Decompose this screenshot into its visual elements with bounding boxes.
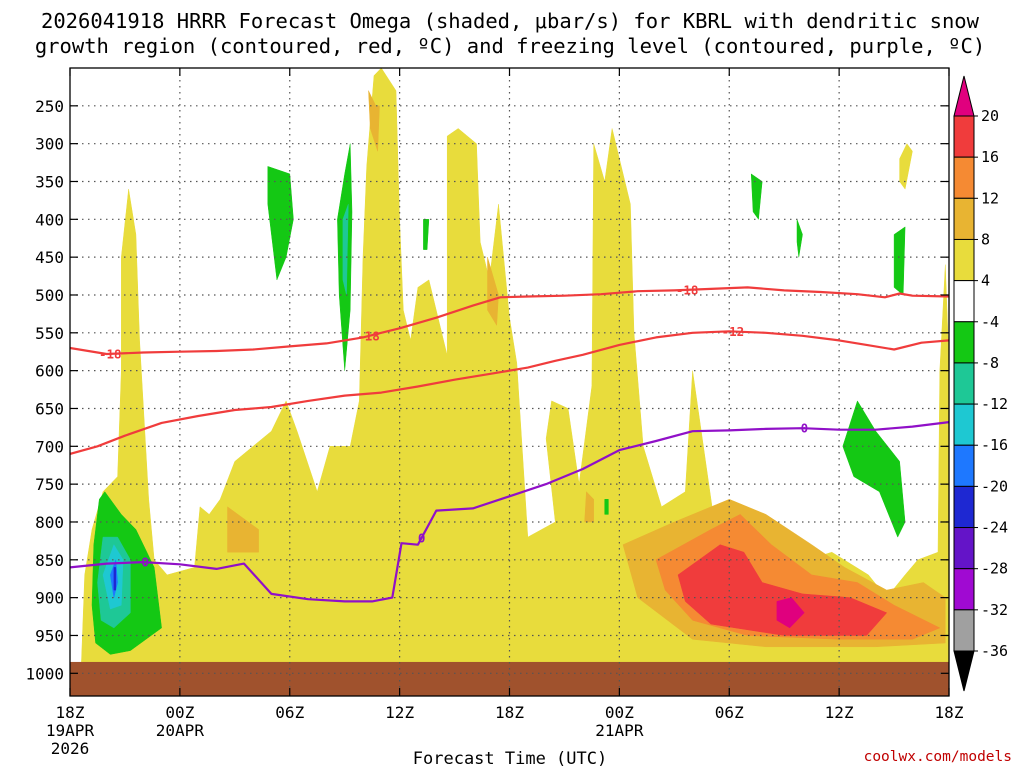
- colorbar-swatch: [953, 115, 975, 158]
- x-tick-label: 06Z: [715, 703, 744, 722]
- colorbar-swatch: [953, 321, 975, 364]
- colorbar-tick-label: -36: [981, 642, 1008, 660]
- omega-region-8: [227, 506, 259, 553]
- x-tick-label: 12Z: [825, 703, 854, 722]
- colorbar-swatch: [953, 238, 975, 282]
- x-tick-label: 00Z: [605, 703, 634, 722]
- contour-line-neg12: [70, 330, 949, 455]
- contour-label: -18: [357, 328, 380, 343]
- contour-label: -18: [99, 346, 122, 361]
- y-tick-label: 950: [35, 626, 64, 645]
- colorbar-tick-label: -16: [981, 436, 1008, 454]
- colorbar-tick-label: -28: [981, 560, 1008, 578]
- x-tick-label: 12Z: [385, 703, 414, 722]
- contour-label: 0: [141, 555, 149, 570]
- colorbar-tick-label: -4: [981, 313, 999, 331]
- y-tick-label: 650: [35, 399, 64, 418]
- colorbar-swatch: [953, 485, 975, 529]
- x-tick-label: 00Z: [165, 703, 194, 722]
- colorbar-swatch: [953, 403, 975, 446]
- y-tick-label: 600: [35, 362, 64, 381]
- y-tick-label: 300: [35, 135, 64, 154]
- contour-line-neg18: [70, 286, 949, 356]
- omega-region-neg4: [750, 173, 763, 220]
- contour-line-0: [70, 421, 949, 603]
- y-tick-label: 1000: [25, 664, 64, 683]
- y-axis-ticks: 250 300 350 400 450 500 550 600 650 700 750 800 850 9…: [25, 97, 949, 683]
- colorbar-swatch: [953, 362, 975, 405]
- y-tick-label: 750: [35, 475, 64, 494]
- colorbar-tick-label: 8: [981, 230, 990, 248]
- colorbar-tick-label: -24: [981, 519, 1008, 537]
- y-tick-label: 350: [35, 172, 64, 191]
- omega-region-neg4: [796, 219, 803, 258]
- omega-region-neg4: [842, 400, 906, 538]
- colorbar-bottom-arrow: [953, 650, 975, 692]
- contour-lines: [70, 286, 949, 603]
- y-tick-label: 400: [35, 210, 64, 229]
- chart-title-line-2: growth region (contoured, red, ºC) and f…: [35, 34, 985, 58]
- colorbar-swatch: [953, 156, 975, 199]
- x-axis-label: Forecast Time (UTC): [413, 749, 607, 768]
- omega-region-neg20: [113, 567, 117, 591]
- colorbar-top-arrow: [953, 75, 975, 117]
- grid-lines: [70, 68, 949, 696]
- colorbar-swatch: [953, 280, 975, 323]
- colorbar-swatch: [953, 609, 975, 652]
- colorbar-tick-label: -12: [981, 395, 1008, 413]
- y-tick-label: 700: [35, 437, 64, 456]
- y-tick-label: 500: [35, 286, 64, 305]
- colorbar-tick-label: 4: [981, 272, 990, 290]
- colorbar-swatch: [953, 444, 975, 487]
- y-tick-label: 550: [35, 324, 64, 343]
- x-tick-label: 21APR: [595, 721, 644, 740]
- omega-region-16: [677, 544, 887, 636]
- y-tick-label: 900: [35, 589, 64, 608]
- omega-region-8: [584, 491, 594, 523]
- omega-region-neg4: [604, 499, 609, 515]
- credit-link[interactable]: coolwx.com/models: [864, 749, 1012, 765]
- y-tick-label: 800: [35, 513, 64, 532]
- x-tick-label: 2026: [51, 739, 90, 758]
- colorbar-swatch: [953, 527, 975, 570]
- x-tick-label: 18Z: [935, 703, 964, 722]
- colorbar-tick-label: -8: [981, 354, 999, 372]
- omega-region-20: [776, 597, 805, 629]
- colorbar-tick-label: 20: [981, 107, 999, 125]
- contour-label: 0: [801, 421, 809, 436]
- x-tick-label: 18Z: [495, 703, 524, 722]
- contour-label: 0: [418, 530, 426, 545]
- omega-region-4: [899, 143, 913, 190]
- chart-title-line-1: 2026041918 HRRR Forecast Omega (shaded, …: [41, 9, 980, 33]
- y-tick-label: 450: [35, 248, 64, 267]
- y-tick-label: 850: [35, 551, 64, 570]
- x-tick-label: 06Z: [275, 703, 304, 722]
- colorbar-swatch: [953, 197, 975, 240]
- colorbar-tick-label: -32: [981, 601, 1008, 619]
- omega-region-8: [487, 256, 499, 326]
- colorbar-tick-label: 12: [981, 189, 999, 207]
- x-tick-label: 18Z: [56, 703, 85, 722]
- omega-region-neg4: [423, 219, 430, 250]
- y-tick-label: 250: [35, 97, 64, 116]
- colorbar-tick-label: -20: [981, 477, 1008, 495]
- x-tick-label: 19APR: [46, 721, 95, 740]
- omega-colorbar: 20 16 12 8 4 -4 -8 -12 -16 -20 -24 -28 -32 -36: [953, 75, 1008, 692]
- contour-label: -18: [676, 282, 699, 297]
- colorbar-swatch: [953, 568, 975, 611]
- contour-label: -12: [722, 324, 745, 339]
- omega-region-neg4: [893, 226, 906, 296]
- x-tick-label: 20APR: [156, 721, 205, 740]
- colorbar-tick-label: 16: [981, 148, 999, 166]
- contour-labels: -18 -18 -18 -12 0 0 0: [99, 282, 809, 570]
